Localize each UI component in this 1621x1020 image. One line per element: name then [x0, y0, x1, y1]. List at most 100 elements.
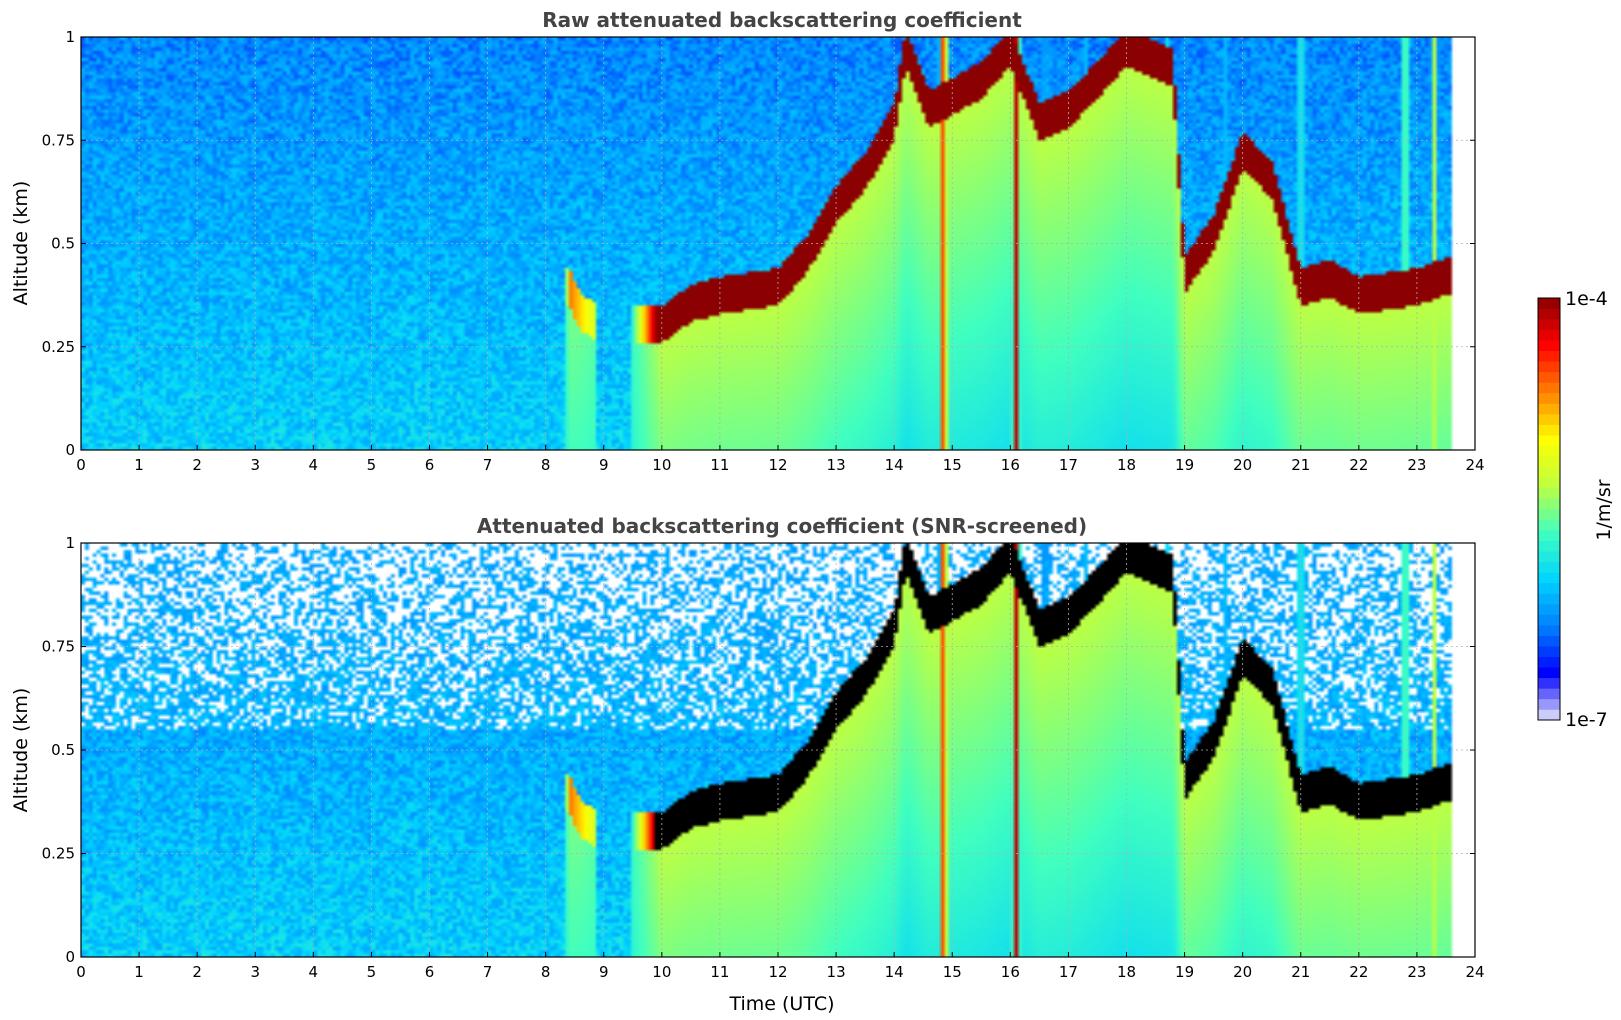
panel-title-raw: Raw attenuated backscattering coefficien… [542, 8, 1022, 32]
x-ticks-screened: 0 1 2 3 4 5 6 7 8 9 10 11 12 13 14 15 16 17 18 19 20 21 22 23 24 [76, 952, 1485, 981]
colorbar-band [1538, 298, 1560, 309]
y-tick-label: 0.5 [51, 741, 75, 759]
y-tick-label: 0.5 [51, 235, 75, 253]
y-ticks-screened: 0 0.25 0.5 0.75 1 [42, 534, 1475, 966]
colorbar-band [1538, 445, 1560, 457]
x-tick-label: 0 [76, 456, 86, 474]
x-tick-label: 10 [652, 456, 671, 474]
colorbar-band [1538, 498, 1560, 510]
colorbar-band [1538, 561, 1560, 573]
panel-screened: Attenuated backscattering coefficient (S… [10, 514, 1485, 1015]
x-tick-label: 2 [192, 963, 202, 981]
colorbar-band [1538, 466, 1560, 478]
x-tick-label: 12 [768, 963, 787, 981]
x-tick-label: 15 [943, 963, 962, 981]
x-tick-label: 0 [76, 963, 86, 981]
colorbar-band [1538, 403, 1560, 415]
y-tick-label: 1 [65, 534, 75, 552]
x-tick-label: 24 [1465, 963, 1484, 981]
x-tick-label: 2 [192, 456, 202, 474]
x-tick-label: 17 [1059, 456, 1078, 474]
panel-raw: Raw attenuated backscattering coefficien… [10, 8, 1485, 474]
x-tick-label: 3 [250, 456, 260, 474]
colorbar-band [1538, 340, 1560, 352]
x-tick-label: 3 [250, 963, 260, 981]
x-tick-label: 20 [1233, 456, 1252, 474]
colorbar-band [1538, 635, 1560, 647]
colorbar-max-label: 1e-4 [1565, 288, 1608, 310]
colorbar-band [1538, 603, 1560, 615]
x-tick-label: 9 [599, 456, 609, 474]
colorbar-band [1538, 677, 1560, 689]
x-tick-label: 11 [710, 456, 729, 474]
grid-screened [81, 543, 1475, 957]
x-tick-label: 6 [425, 963, 435, 981]
colorbar-band [1538, 698, 1560, 710]
x-tick-label: 9 [599, 963, 609, 981]
x-tick-label: 12 [768, 456, 787, 474]
colorbar-band [1538, 614, 1560, 626]
x-tick-label: 19 [1175, 963, 1194, 981]
y-tick-label: 0 [65, 948, 75, 966]
x-tick-label: 23 [1407, 456, 1426, 474]
x-tick-label: 17 [1059, 963, 1078, 981]
y-tick-label: 0.75 [42, 131, 75, 149]
colorbar: 1e-4 1e-7 1/m/sr [1537, 288, 1615, 731]
x-tick-label: 1 [134, 963, 144, 981]
x-tick-label: 21 [1291, 963, 1310, 981]
colorbar-bands [1537, 297, 1561, 721]
x-tick-label: 13 [827, 456, 846, 474]
x-tick-label: 15 [943, 456, 962, 474]
y-axis-label-screened: Altitude (km) [10, 688, 32, 813]
x-tick-label: 5 [367, 456, 377, 474]
x-axis-label: Time (UTC) [728, 993, 834, 1015]
colorbar-band [1538, 414, 1560, 425]
panel-title-screened: Attenuated backscattering coefficient (S… [477, 514, 1087, 538]
x-tick-label: 19 [1175, 456, 1194, 474]
colorbar-band [1538, 319, 1560, 330]
colorbar-band [1538, 551, 1560, 563]
y-ticks-raw: 0 0.25 0.5 0.75 1 [42, 28, 1475, 459]
x-tick-label: 18 [1117, 456, 1136, 474]
colorbar-band [1538, 350, 1560, 362]
colorbar-band [1538, 308, 1560, 320]
x-tick-label: 5 [367, 963, 377, 981]
colorbar-band [1538, 435, 1560, 446]
x-tick-label: 8 [541, 963, 551, 981]
x-tick-label: 22 [1349, 963, 1368, 981]
colorbar-band [1538, 625, 1560, 636]
colorbar-band [1538, 667, 1560, 679]
x-tick-label: 14 [885, 963, 904, 981]
x-tick-label: 4 [309, 963, 319, 981]
colorbar-band [1538, 582, 1560, 594]
y-tick-label: 0.25 [42, 845, 75, 863]
colorbar-unit-label: 1/m/sr [1593, 479, 1615, 540]
x-tick-label: 7 [483, 456, 493, 474]
colorbar-band [1538, 593, 1560, 605]
y-tick-label: 0.75 [42, 638, 75, 656]
x-tick-label: 8 [541, 456, 551, 474]
colorbar-band [1538, 392, 1560, 404]
colorbar-band [1538, 709, 1560, 721]
colorbar-band [1538, 424, 1560, 436]
y-tick-label: 0.25 [42, 338, 75, 356]
x-tick-label: 24 [1465, 456, 1484, 474]
y-tick-label: 1 [65, 28, 75, 46]
colorbar-frame [1537, 297, 1561, 721]
colorbar-band [1538, 646, 1560, 657]
colorbar-band [1538, 477, 1560, 489]
x-tick-label: 13 [827, 963, 846, 981]
x-tick-label: 11 [710, 963, 729, 981]
colorbar-band [1538, 371, 1560, 383]
x-tick-label: 14 [885, 456, 904, 474]
x-tick-label: 23 [1407, 963, 1426, 981]
colorbar-band [1538, 361, 1560, 373]
colorbar-band [1538, 572, 1560, 584]
x-tick-label: 21 [1291, 456, 1310, 474]
x-tick-label: 16 [1001, 456, 1020, 474]
x-tick-label: 18 [1117, 963, 1136, 981]
colorbar-band [1538, 530, 1560, 541]
x-tick-label: 1 [134, 456, 144, 474]
x-tick-label: 10 [652, 963, 671, 981]
